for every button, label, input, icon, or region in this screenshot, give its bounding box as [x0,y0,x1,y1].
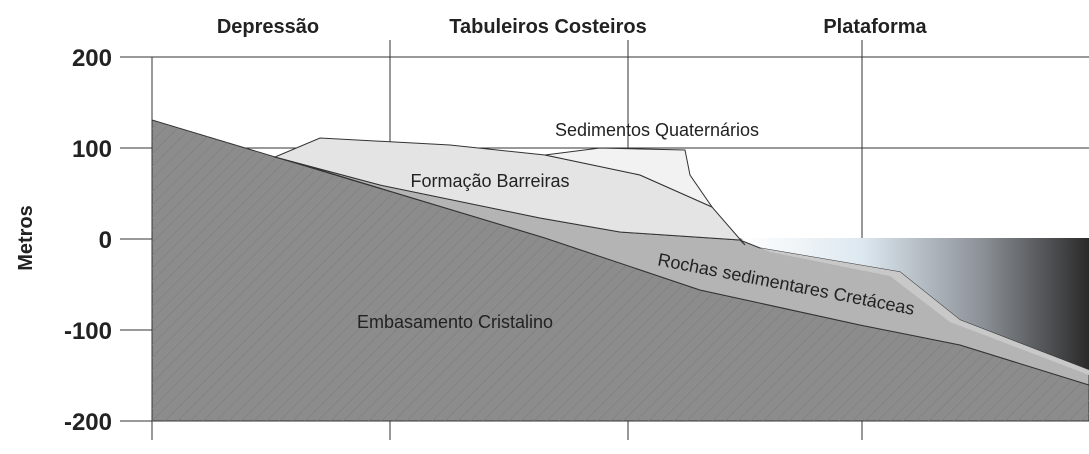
layer-label: Embasamento Cristalino [357,312,553,332]
cross-section: Depressão Tabuleiros Costeiros Plataform… [0,0,1089,454]
layer-label: Formação Barreiras [410,171,569,191]
page: Depressão Tabuleiros Costeiros Plataform… [0,0,1089,454]
layer-label: Sedimentos Quaternários [555,120,759,140]
y-tick-label: 200 [72,45,112,72]
header: Tabuleiros Costeiros [449,16,646,38]
y-tick-label: 0 [99,227,112,254]
y-tick-label: -200 [64,409,112,436]
y-axis-label: Metros [15,205,37,271]
header: Plataforma [823,16,927,38]
y-tick-label: 100 [72,136,112,163]
y-tick-label: -100 [64,318,112,345]
header: Depressão [217,16,319,38]
